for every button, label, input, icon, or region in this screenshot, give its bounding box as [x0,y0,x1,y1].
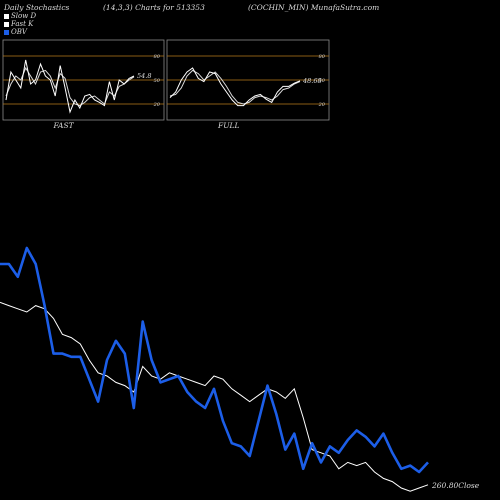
full-fast-k-line [169,67,301,107]
obv-line [0,246,429,474]
header-symbol: (14,3,3) Charts for 513353 [103,3,205,12]
legend-label-obv: OBV [11,28,27,36]
full-slow-d-line [169,69,301,105]
legend-slow-d: Slow D [4,12,36,20]
close-value-label: 260.80Close [431,481,480,490]
full-value-label: 48.68 [302,77,322,85]
legend-swatch-slow-d [4,13,9,19]
fast-ytick-50: 50 [154,78,161,84]
full-ytick-20: 20 [318,102,326,108]
fast-ytick-20: 20 [153,102,161,108]
header-site: (COCHIN_MIN) MunafaSutra.com [248,3,380,12]
legend-obv: OBV [4,28,27,36]
fast-value-label: 54.8 [137,72,151,80]
legend-swatch-obv [4,29,9,35]
legend-label-fast-k: Fast K [11,20,34,28]
legend-fast-k: Fast K [4,20,33,28]
fast-panel-title: FAST [53,121,75,130]
fast-fast-k-line [5,59,135,114]
fast-ytick-80: 80 [154,54,161,60]
legend-label-slow-d: Slow D [11,12,37,20]
header-title: Daily Stochastics [4,3,70,12]
full-ytick-80: 80 [319,54,326,60]
legend-swatch-fast-k [4,21,9,27]
full-panel-title: FULL [217,121,240,130]
close-price-line [0,301,429,492]
full-ytick-50: 50 [319,78,326,84]
